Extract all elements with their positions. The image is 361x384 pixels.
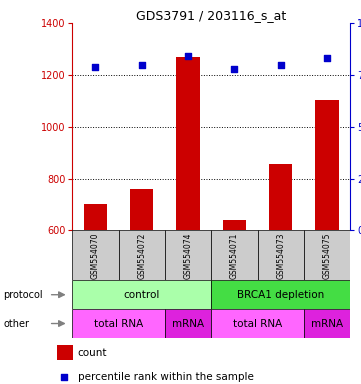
Point <box>278 61 284 68</box>
Bar <box>211 230 257 280</box>
Point <box>92 63 98 70</box>
Bar <box>211 280 350 309</box>
Bar <box>72 309 165 338</box>
Bar <box>211 309 304 338</box>
Text: GSM554074: GSM554074 <box>183 232 192 279</box>
Point <box>324 55 330 61</box>
Point <box>185 53 191 59</box>
Text: total RNA: total RNA <box>233 318 282 329</box>
Bar <box>223 220 246 230</box>
Bar <box>165 309 211 338</box>
Text: GSM554072: GSM554072 <box>137 232 146 278</box>
Text: GSM554075: GSM554075 <box>322 232 331 279</box>
Bar <box>177 57 200 230</box>
Point <box>61 374 67 380</box>
Bar <box>72 230 118 280</box>
Text: BRCA1 depletion: BRCA1 depletion <box>237 290 324 300</box>
Text: total RNA: total RNA <box>94 318 143 329</box>
Point <box>139 61 145 68</box>
Bar <box>72 280 211 309</box>
Text: GSM554070: GSM554070 <box>91 232 100 279</box>
Bar <box>84 204 107 230</box>
Text: mRNA: mRNA <box>311 318 343 329</box>
Text: mRNA: mRNA <box>172 318 204 329</box>
Bar <box>257 230 304 280</box>
Bar <box>304 230 350 280</box>
Bar <box>304 309 350 338</box>
Text: control: control <box>123 290 160 300</box>
Bar <box>57 346 73 360</box>
Bar <box>130 189 153 230</box>
Text: protocol: protocol <box>4 290 43 300</box>
Text: percentile rank within the sample: percentile rank within the sample <box>78 372 254 382</box>
Text: GSM554071: GSM554071 <box>230 232 239 278</box>
Bar <box>118 230 165 280</box>
Text: count: count <box>78 348 107 358</box>
Title: GDS3791 / 203116_s_at: GDS3791 / 203116_s_at <box>136 9 286 22</box>
Bar <box>165 230 211 280</box>
Bar <box>269 164 292 230</box>
Point <box>231 66 237 72</box>
Bar <box>316 99 339 230</box>
Text: other: other <box>4 318 30 329</box>
Text: GSM554073: GSM554073 <box>276 232 285 279</box>
